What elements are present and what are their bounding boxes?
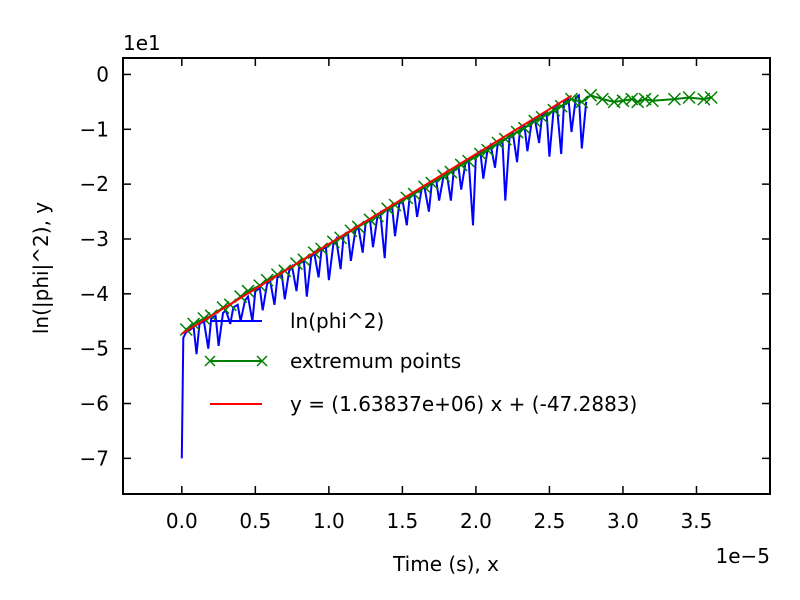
series-layer [179,88,718,459]
y-tick-label: −2 [80,172,109,196]
x-tick-label: 2.0 [460,509,492,533]
legend-label-fit: y = (1.63837e+06) x + (-47.2883) [290,392,637,416]
extremum-point-marker [595,92,609,106]
x-tick-label: 2.5 [534,509,566,533]
legend-marker-extremum [204,355,268,367]
extremum-point-marker [510,125,524,139]
legend: ln(phi^2) extremum points y = (1.63837e+… [204,309,637,416]
x-offset-label: 1e−5 [715,544,770,568]
y-offset-label: 1e1 [123,31,161,55]
extremum-point-marker [564,92,579,106]
extremum-point-marker [554,99,568,113]
extremum-point-marker [547,103,561,117]
plot-area-frame [122,57,771,495]
y-axis-ticks: 0 −1 −2 −3 −4 −5 −6 −7 [80,62,770,470]
x-tick-label: 3.0 [607,509,639,533]
y-tick-label: −1 [80,117,109,141]
y-tick-label: −4 [80,282,109,306]
x-tick-label: 0.0 [166,509,198,533]
legend-entry-phi: ln(phi^2) [210,309,384,333]
extremum-point-marker [682,90,696,105]
extremum-point-marker [667,92,681,106]
x-tick-label: 3.5 [681,509,713,533]
x-tick-label: 1.0 [313,509,345,533]
x-tick-label: 1.5 [386,509,418,533]
legend-entry-extremum: extremum points [204,349,461,373]
extremum-point-marker [481,143,495,157]
series-line-phi [180,93,588,459]
extremum-point-marker [584,88,598,102]
extremum-point-marker [498,132,512,146]
extremum-point-marker [528,114,542,128]
x-axis-label: Time (s), x [392,552,499,576]
y-axis-label: ln(|phi|^2), y [29,202,53,334]
extremum-point-marker [535,110,549,124]
extremum-point-marker [631,95,645,109]
y-tick-label: 0 [96,62,109,86]
y-tick-label: −6 [80,392,109,416]
legend-label-extremum: extremum points [290,349,461,373]
series-line-fit [181,94,573,335]
extremum-point-marker [704,90,718,105]
x-axis-ticks: 0.0 0.5 1.0 1.5 2.0 2.5 3.0 3.5 [166,58,712,533]
y-tick-label: −7 [80,446,109,470]
legend-entry-fit: y = (1.63837e+06) x + (-47.2883) [210,392,637,416]
y-tick-label: −3 [80,227,109,251]
extremum-point-marker [645,94,659,108]
extremum-point-marker [575,95,589,109]
x-tick-label: 0.5 [239,509,271,533]
legend-label-phi: ln(phi^2) [290,309,384,333]
y-tick-label: −5 [80,337,109,361]
extremum-point-marker [517,121,531,135]
